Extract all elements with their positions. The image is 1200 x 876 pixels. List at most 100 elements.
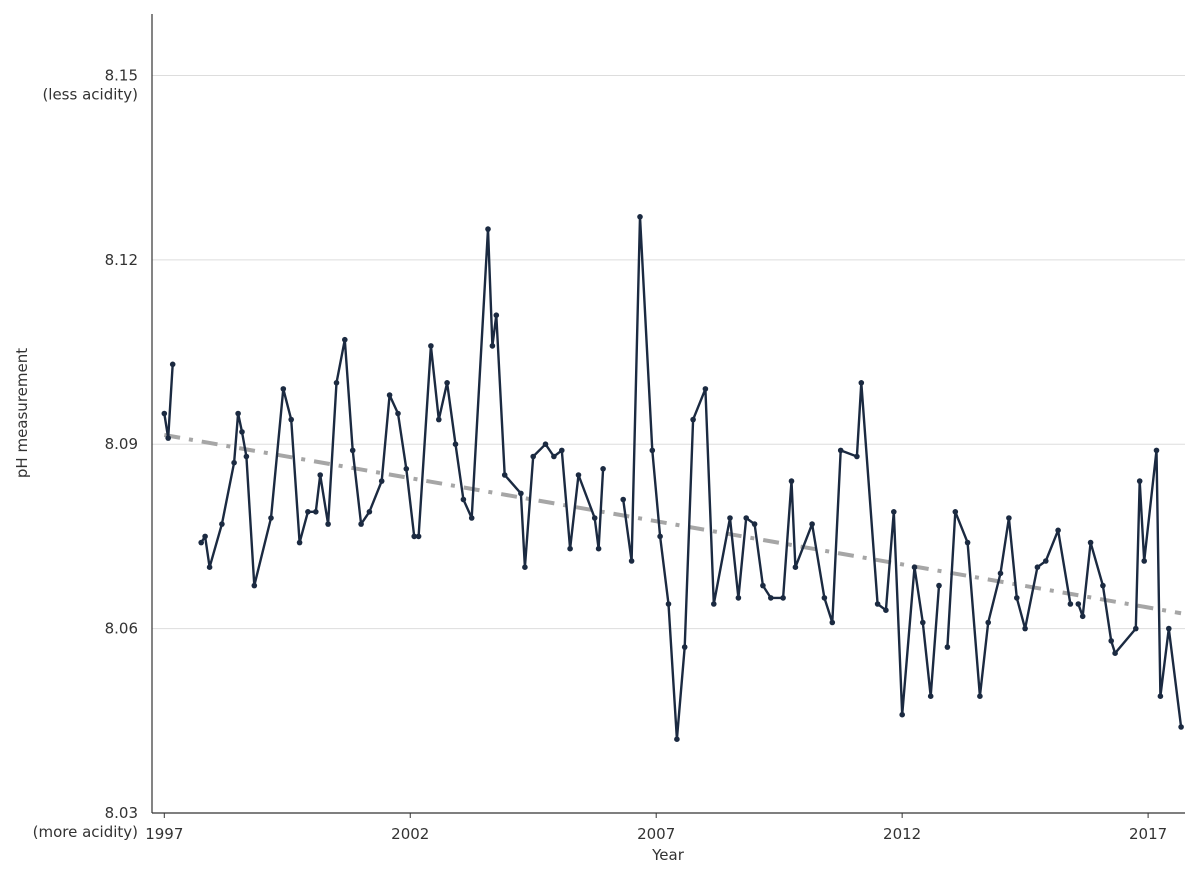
data-point-73 [821, 595, 828, 601]
data-point-70 [788, 478, 795, 484]
data-point-36 [468, 515, 475, 521]
data-point-44 [542, 441, 549, 448]
data-point-106 [1136, 478, 1143, 484]
data-point-49 [591, 515, 598, 521]
data-point-88 [964, 539, 971, 546]
data-point-62 [711, 601, 717, 607]
data-point-14 [288, 416, 295, 423]
data-point-60 [690, 416, 696, 423]
data-point-102 [1100, 582, 1106, 589]
data-point-3 [198, 539, 204, 546]
data-point-48 [575, 472, 582, 478]
data-point-86 [944, 644, 951, 650]
data-point-104 [1112, 650, 1118, 656]
data-point-43 [530, 453, 536, 460]
data-point-35 [460, 496, 467, 503]
gridlines [152, 74, 1185, 630]
data-point-79 [883, 607, 889, 613]
data-point-96 [1043, 558, 1049, 564]
data-point-83 [920, 619, 926, 626]
data-point-97 [1055, 527, 1061, 534]
data-point-5 [206, 564, 213, 570]
y-axis-tick-labels: 8.03(more acidity) 8.06 8.09 8.12 8.15(less … [33, 66, 138, 841]
data-point-20 [333, 380, 340, 386]
series-line-segment-4 [1077, 449, 1183, 728]
data-point-11 [251, 582, 258, 589]
y-tick-label-0: 8.03 [105, 804, 138, 822]
data-point-41 [518, 490, 524, 497]
data-point-34 [452, 441, 459, 448]
data-point-59 [681, 644, 688, 650]
data-point-29 [411, 533, 418, 540]
data-point-105 [1133, 625, 1139, 632]
data-point-50 [595, 545, 602, 552]
data-point-99 [1075, 601, 1082, 607]
data-point-91 [997, 570, 1004, 577]
data-point-6 [219, 521, 225, 527]
data-point-111 [1178, 724, 1184, 730]
data-point-107 [1141, 558, 1147, 564]
y-tick-label-4: 8.15 [105, 66, 138, 84]
series-line-segment-1 [200, 227, 605, 587]
data-point-39 [493, 312, 500, 319]
data-point-46 [559, 447, 565, 454]
data-point-75 [837, 447, 844, 454]
ph-series-layer [161, 214, 1184, 742]
trend-line-layer [163, 433, 1182, 616]
data-point-12 [268, 515, 274, 521]
data-point-71 [792, 564, 799, 570]
data-point-81 [899, 711, 905, 718]
data-point-21 [342, 336, 348, 343]
data-point-52 [620, 496, 626, 503]
x-tick-label-0: 1997 [145, 825, 183, 843]
series-line-segment-0 [163, 364, 174, 440]
data-point-65 [743, 515, 749, 521]
data-point-17 [313, 509, 319, 515]
y-tick-label-1: 8.06 [105, 620, 138, 638]
y-tick-sublabel-4: (less acidity) [42, 85, 138, 103]
data-point-108 [1153, 447, 1160, 454]
data-point-31 [428, 343, 434, 349]
data-point-18 [317, 472, 324, 478]
data-point-16 [305, 509, 311, 515]
y-tick-label-2: 8.09 [105, 435, 138, 453]
data-point-100 [1079, 613, 1086, 620]
data-point-93 [1014, 595, 1020, 601]
data-point-0 [161, 410, 168, 417]
data-point-64 [735, 595, 742, 601]
data-point-69 [780, 595, 786, 601]
data-point-7 [231, 459, 237, 466]
data-point-37 [485, 226, 491, 232]
axes [151, 14, 1185, 818]
trend-line [163, 433, 1182, 616]
data-point-80 [891, 509, 897, 515]
data-point-54 [637, 214, 643, 220]
data-point-51 [600, 466, 606, 472]
data-point-58 [674, 736, 680, 742]
data-point-95 [1034, 564, 1041, 570]
data-point-61 [702, 386, 709, 392]
data-point-28 [403, 466, 410, 472]
y-tick-sublabel-0: (more acidity) [33, 823, 138, 841]
data-point-15 [296, 539, 303, 546]
data-point-56 [657, 533, 663, 540]
data-point-1 [165, 435, 171, 441]
data-point-68 [768, 595, 774, 601]
data-point-98 [1067, 601, 1074, 607]
data-point-55 [649, 447, 656, 454]
data-point-57 [665, 601, 672, 607]
y-tick-label-3: 8.12 [105, 251, 138, 269]
data-point-94 [1022, 625, 1028, 632]
data-point-87 [952, 509, 959, 515]
y-axis-title: pH measurement [13, 348, 31, 478]
series-line-segment-2 [622, 215, 941, 741]
data-point-110 [1166, 625, 1172, 632]
data-point-40 [501, 472, 508, 478]
data-point-92 [1006, 515, 1012, 521]
data-point-4 [202, 533, 208, 540]
data-point-38 [489, 343, 496, 349]
data-point-27 [395, 410, 401, 417]
data-point-53 [628, 558, 635, 564]
data-point-63 [727, 515, 733, 521]
